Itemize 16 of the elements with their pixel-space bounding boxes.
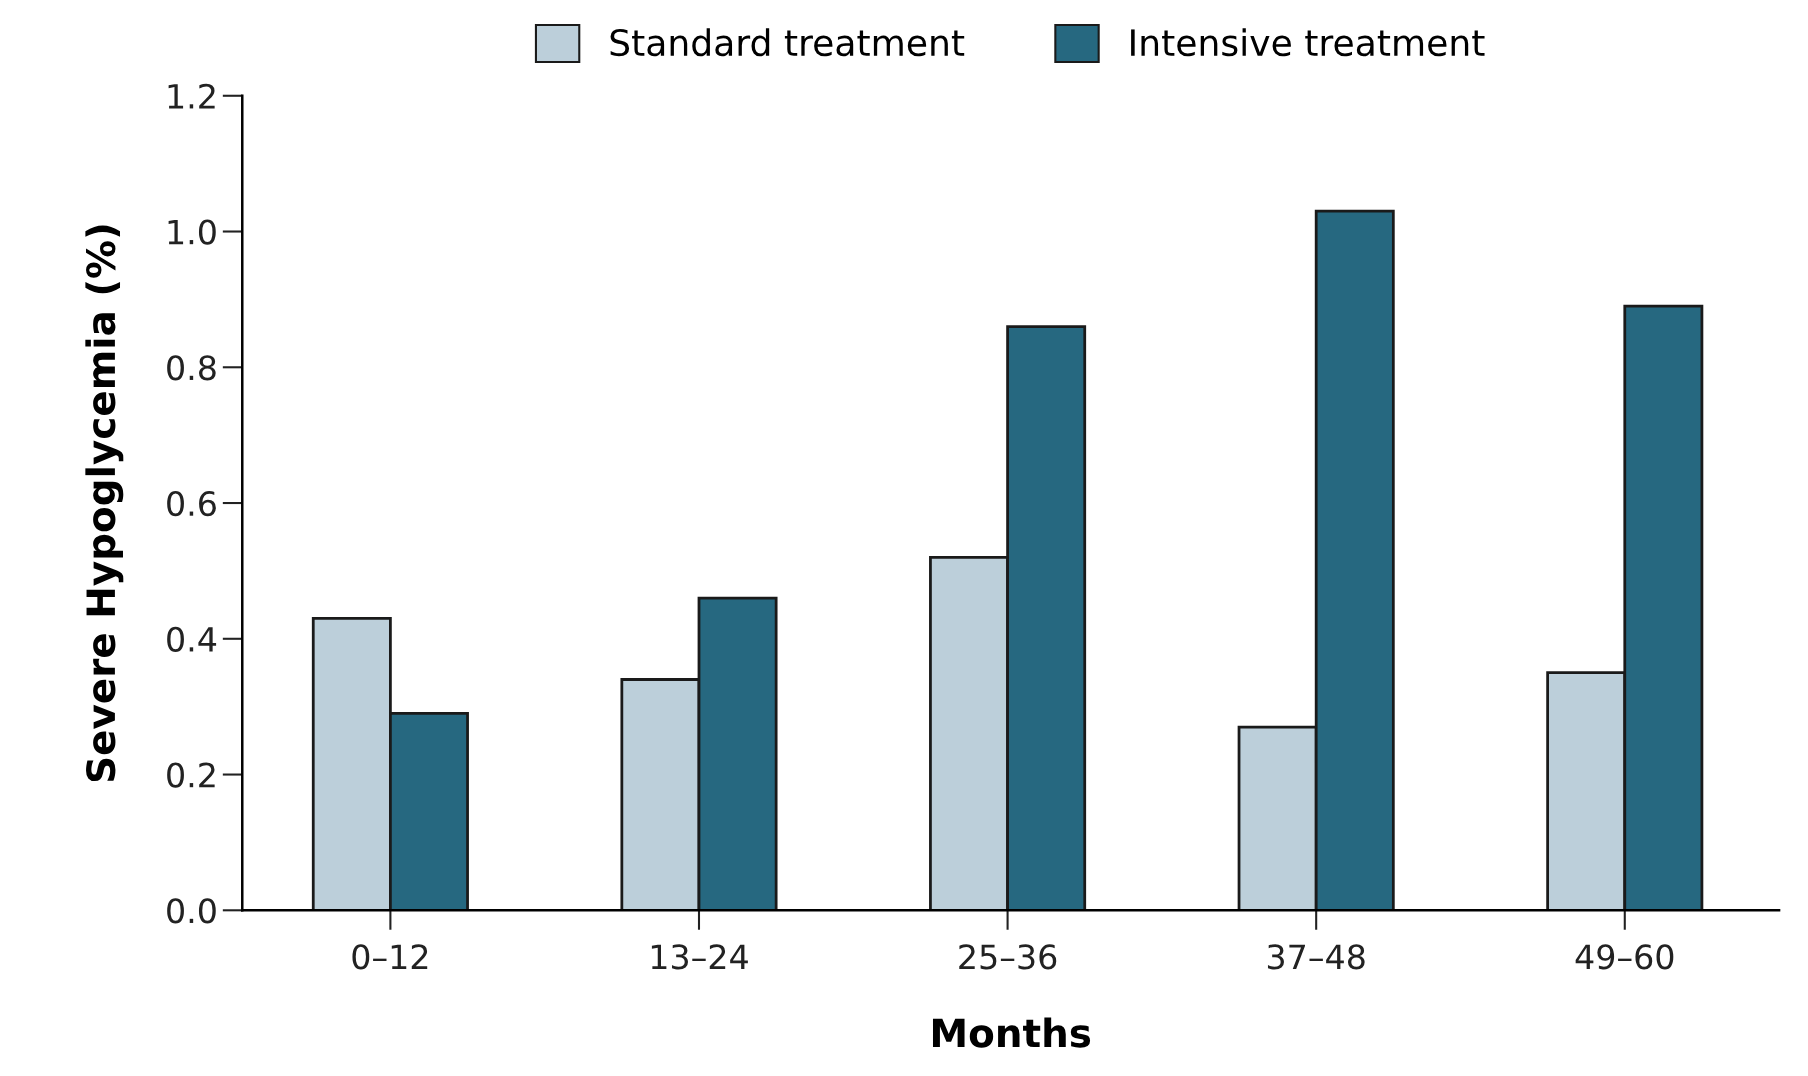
y-tick-label: 0.6: [167, 490, 216, 517]
y-axis-title: Severe Hypoglycemia (%): [85, 225, 124, 782]
x-tick-label: 37–48: [1267, 944, 1365, 970]
y-tick-label: 0.4: [167, 626, 217, 652]
x-tick-label: 25–36: [959, 944, 1057, 970]
legend-label: Standard treatment: [610, 28, 965, 57]
y-tick-label: 0.8: [167, 355, 216, 381]
y-tick-label: 0.0: [167, 898, 216, 924]
x-axis-title: Months: [932, 1017, 1091, 1048]
y-tick-label: 0.2: [167, 762, 215, 788]
y-tick-label: 1.2: [168, 83, 215, 109]
x-tick-label: 13–24: [651, 944, 748, 970]
x-tick-label: 49–60: [1575, 944, 1674, 970]
legend-label: Intensive treatment: [1131, 28, 1485, 57]
x-tick-label: 0–12: [352, 944, 428, 970]
y-tick-label: 1.0: [168, 219, 216, 245]
